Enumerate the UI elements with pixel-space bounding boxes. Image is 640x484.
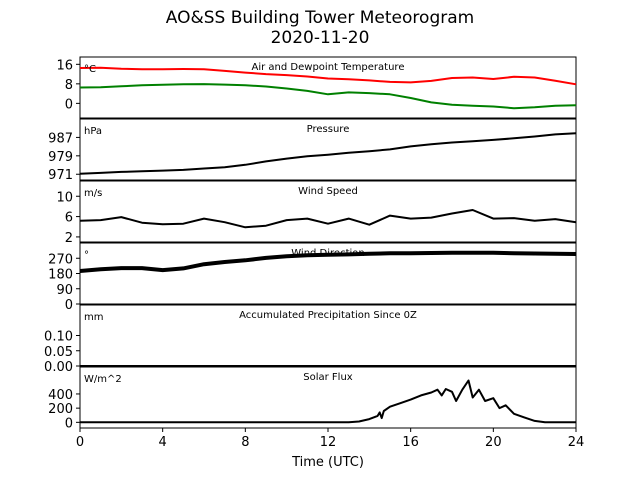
panel-title-temp: Air and Dewpoint Temperature: [252, 62, 405, 73]
x-tick-label: 4: [159, 435, 167, 450]
x-tick-label: 16: [402, 435, 419, 450]
y-tick-label: 10: [56, 190, 73, 205]
y-tick-label: 200: [48, 402, 73, 417]
y-tick-label: 979: [48, 150, 73, 165]
y-tick-label: 16: [56, 58, 73, 73]
y-tick-label: 90: [56, 283, 73, 298]
y-tick-label: 971: [48, 168, 73, 183]
chart-title: AO&SS Building Tower Meteorogram: [165, 8, 475, 28]
panel-title-pres: Pressure: [307, 124, 350, 135]
series-line-solar-0: [80, 379, 576, 424]
unit-label-solar: W/m^2: [84, 374, 122, 385]
panel-title-wdir: Wind Direction: [291, 248, 365, 259]
y-tick-label: 8: [65, 78, 73, 93]
panel-title-precip: Accumulated Precipitation Since 0Z: [239, 310, 417, 321]
panel-frame-pres: [79, 118, 577, 181]
y-tick-label: 270: [48, 252, 73, 267]
unit-label-wind: m/s: [84, 188, 102, 199]
y-tick-label: 0: [65, 97, 73, 112]
x-axis-label: Time (UTC): [291, 455, 364, 470]
x-tick-label: 20: [485, 435, 502, 450]
panel-frame-wind: [79, 180, 577, 243]
series-line-wind-0: [79, 209, 577, 229]
y-tick-label: 2: [65, 231, 73, 246]
series-line-wdir-0: [79, 250, 577, 273]
y-tick-label: 0.00: [44, 360, 73, 375]
x-tick-label: 8: [241, 435, 249, 450]
x-tick-label: 0: [76, 435, 84, 450]
y-tick-label: 6: [65, 211, 73, 226]
unit-label-precip: mm: [84, 312, 103, 323]
series-line-temp-1: [79, 83, 577, 110]
panel-title-solar: Solar Flux: [303, 372, 353, 383]
panel-title-wind: Wind Speed: [298, 186, 358, 197]
chart-date: 2020-11-20: [270, 28, 370, 48]
y-tick-label: 0.10: [44, 330, 73, 345]
unit-label-pres: hPa: [84, 126, 102, 137]
y-tick-label: 400: [48, 388, 73, 403]
series-line-temp-0: [79, 66, 577, 86]
unit-label-wdir: °: [84, 250, 89, 261]
y-tick-label: 180: [48, 268, 73, 283]
y-tick-label: 0.05: [44, 345, 73, 360]
series-line-pres-0: [79, 132, 577, 175]
unit-label-temp: °C: [84, 64, 96, 75]
x-tick-label: 12: [320, 435, 337, 450]
x-tick-label: 24: [568, 435, 585, 450]
y-tick-label: 987: [48, 131, 73, 146]
y-tick-label: 0: [65, 298, 73, 313]
y-tick-label: 0: [65, 416, 73, 431]
